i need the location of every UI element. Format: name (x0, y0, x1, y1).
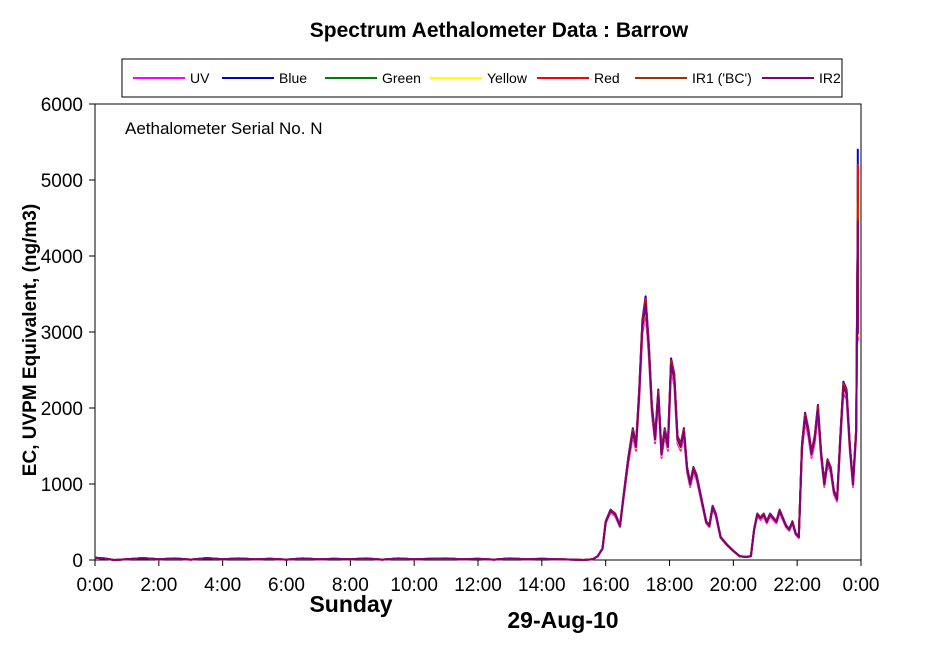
plot-area (94, 103, 862, 561)
y-tick-label: 5000 (41, 171, 83, 192)
legend-entry: IR2 (819, 70, 841, 86)
x-tick-label: 2:00 (140, 575, 177, 596)
x-tick-label: 12:00 (454, 575, 502, 596)
x-tick-label: 22:00 (773, 575, 821, 596)
x-tick-label: 4:00 (204, 575, 241, 596)
x-tick-label: 8:00 (332, 575, 369, 596)
x-tick-label: 0:00 (77, 575, 114, 596)
y-axis-label: EC, UVPM Equivalent, (ng/m3) (20, 204, 41, 476)
y-tick-label: 0 (72, 551, 83, 572)
legend-entry: Red (594, 70, 620, 86)
day-label: Sunday (309, 591, 392, 617)
x-tick-label: 14:00 (518, 575, 566, 596)
legend-entry: Yellow (487, 70, 528, 86)
series-lines (94, 148, 859, 561)
date-label: 29-Aug-10 (507, 607, 618, 633)
chart-title: Spectrum Aethalometer Data : Barrow (310, 19, 689, 42)
y-tick-label: 2000 (41, 399, 83, 420)
y-tick-label: 3000 (41, 323, 83, 344)
legend-entry: UV (190, 70, 210, 86)
legend: UV Blue Green Yellow Red IR1 ('BC') IR2 (121, 58, 843, 98)
y-tick-label: 4000 (41, 247, 83, 268)
legend-entry: Green (382, 70, 421, 86)
serial-annotation: Aethalometer Serial No. N (125, 119, 322, 138)
x-axis: 0:00 2:00 4:00 6:00 8:00 10:00 12:00 14:00 16:00… (77, 560, 880, 596)
legend-entry: IR1 ('BC') (692, 70, 752, 86)
x-tick-label: 0:00 (843, 575, 880, 596)
y-tick-label: 6000 (41, 95, 83, 116)
x-tick-label: 10:00 (390, 575, 438, 596)
y-axis: 0 1000 2000 3000 4000 5000 6000 (41, 95, 95, 572)
legend-entry: Blue (279, 70, 307, 86)
y-tick-label: 1000 (41, 475, 83, 496)
x-tick-label: 16:00 (582, 575, 630, 596)
series-line (94, 220, 859, 561)
x-tick-label: 6:00 (268, 575, 305, 596)
x-tick-label: 18:00 (646, 575, 694, 596)
x-tick-label: 20:00 (710, 575, 758, 596)
